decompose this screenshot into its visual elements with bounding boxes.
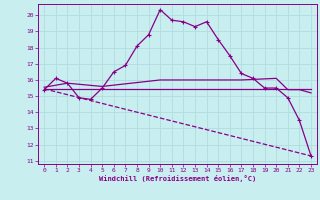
X-axis label: Windchill (Refroidissement éolien,°C): Windchill (Refroidissement éolien,°C) [99, 175, 256, 182]
